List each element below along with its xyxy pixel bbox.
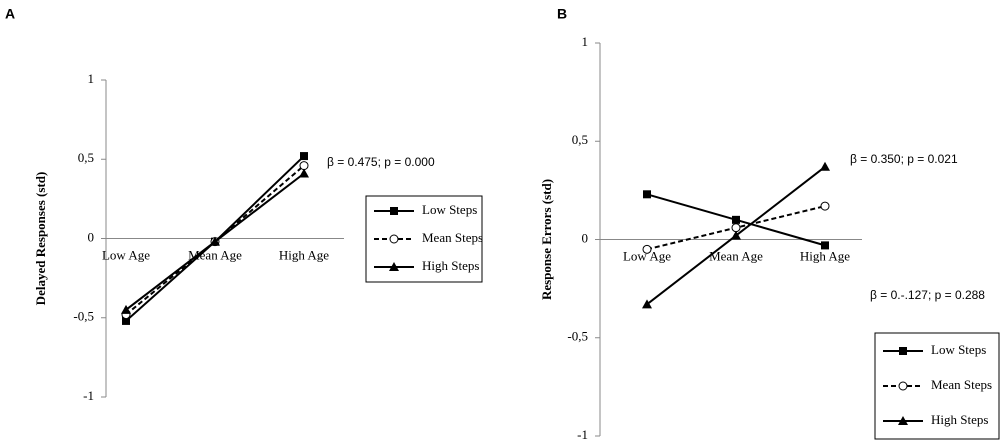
x-tick-label: High Age — [800, 248, 850, 263]
y-tick-label: -0,5 — [567, 329, 588, 344]
legend-marker — [899, 347, 907, 355]
marker — [210, 236, 220, 246]
legend-label: High Steps — [931, 412, 988, 427]
legend-label: Low Steps — [931, 342, 986, 357]
marker — [820, 201, 830, 211]
legend-label: High Steps — [422, 258, 479, 273]
marker — [820, 161, 830, 171]
legend-label: Low Steps — [422, 202, 477, 217]
chart-panel: A Delayed Responses (std) -1 -0,5 0 0,5 1 Low A… — [5, 6, 483, 403]
y-tick-label: 1 — [582, 34, 589, 49]
marker — [731, 223, 741, 233]
marker — [299, 168, 309, 178]
marker — [300, 152, 308, 161]
y-axis-label: Delayed Responses (std) — [33, 172, 48, 306]
y-tick-label: 0,5 — [78, 150, 94, 165]
marker — [821, 241, 829, 250]
legend-marker — [390, 207, 398, 215]
marker — [122, 316, 130, 325]
y-axis-label: Response Errors (std) — [539, 179, 554, 300]
panel-label: A — [5, 6, 15, 22]
x-tick-label: Mean Age — [709, 248, 763, 263]
legend-marker — [389, 262, 399, 271]
y-tick-label: -1 — [83, 388, 94, 403]
y-tick-label: -0,5 — [73, 309, 94, 324]
legend-marker — [898, 381, 908, 391]
legend-label: Mean Steps — [931, 377, 992, 392]
annotation: β = 0.350; p = 0.021 — [850, 152, 958, 166]
legend-label: Mean Steps — [422, 230, 483, 245]
marker — [643, 190, 651, 199]
chart-panel: B Response Errors (std) -1 -0,5 0 0,5 1 Low Age… — [539, 6, 1000, 442]
y-tick-label: 0 — [582, 230, 589, 245]
x-tick-label: High Age — [279, 247, 329, 262]
annotation: β = 0.475; p = 0.000 — [327, 155, 435, 169]
marker — [642, 244, 652, 254]
y-tick-label: -1 — [577, 427, 588, 442]
marker — [642, 299, 652, 309]
marker — [731, 230, 741, 240]
y-tick-label: 0 — [88, 229, 95, 244]
legend-marker — [898, 416, 908, 425]
marker — [299, 161, 309, 171]
annotation: β = 0.-.127; p = 0.288 — [870, 288, 985, 302]
y-tick-label: 1 — [88, 71, 95, 86]
y-tick-label: 0,5 — [572, 132, 588, 147]
marker — [732, 215, 740, 224]
legend-marker — [389, 234, 399, 244]
x-tick-label: Low Age — [102, 247, 150, 262]
x-tick-label: Low Age — [623, 248, 671, 263]
marker — [121, 304, 131, 314]
panel-label: B — [557, 6, 567, 22]
